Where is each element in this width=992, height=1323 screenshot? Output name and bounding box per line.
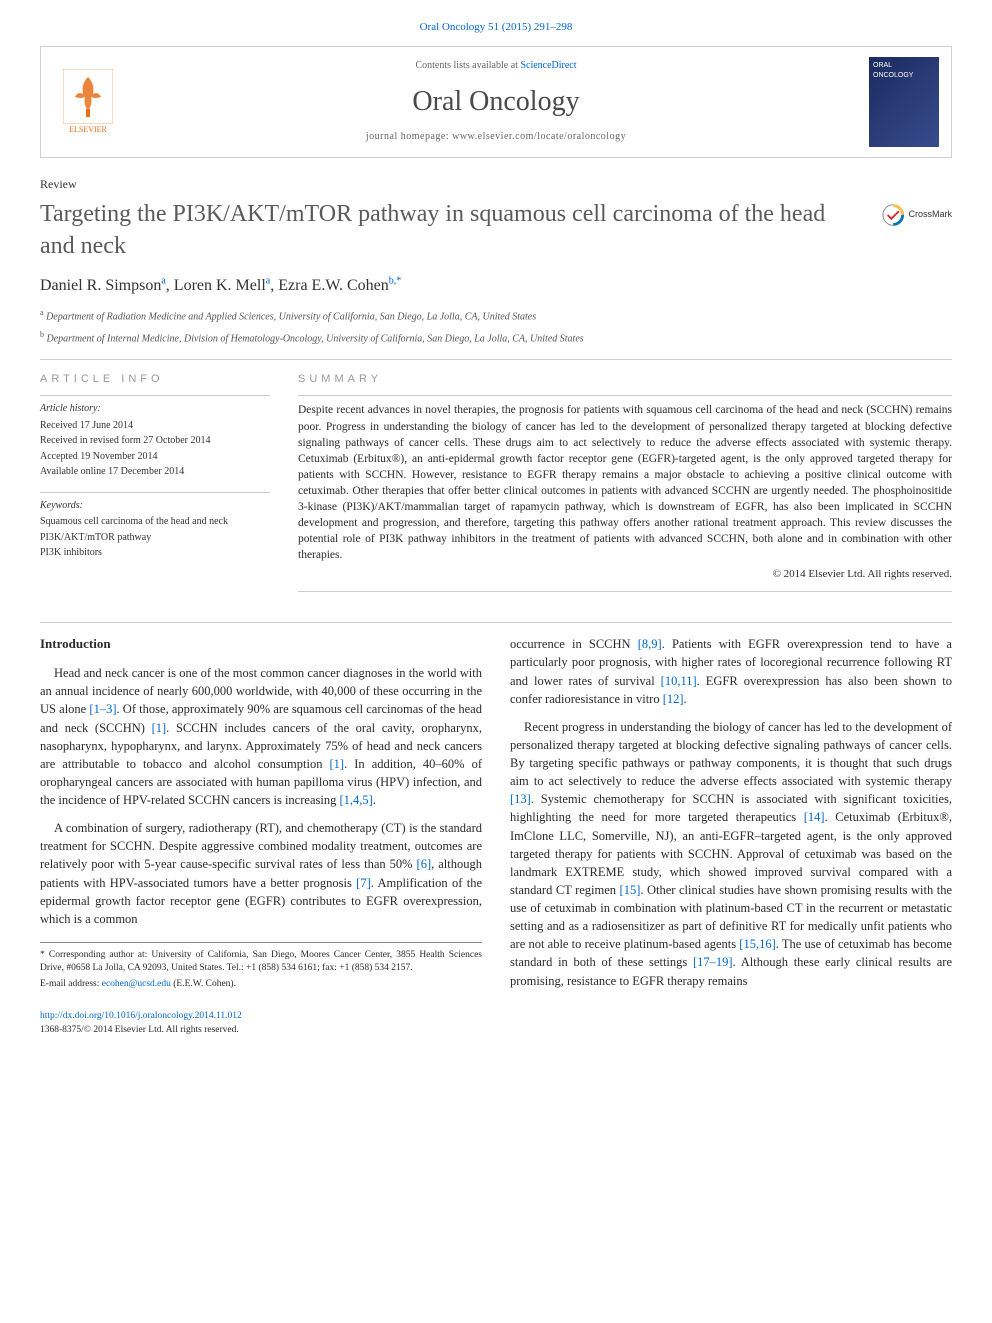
history-block: Article history: Received 17 June 2014 R… — [40, 402, 270, 480]
corresponding-footnote: * Corresponding author at: University of… — [40, 949, 482, 975]
body-paragraph: occurrence in SCCHN [8,9]. Patients with… — [510, 635, 952, 708]
ref-link[interactable]: [15,16] — [739, 937, 775, 951]
elsevier-logo[interactable]: ELSEVIER — [53, 62, 123, 142]
summary-heading: SUMMARY — [298, 372, 952, 388]
elsevier-tree-icon — [63, 69, 113, 124]
journal-header: ELSEVIER Contents lists available at Sci… — [40, 46, 952, 158]
body-text: Recent progress in understanding the bio… — [510, 720, 952, 788]
homepage-line: journal homepage: www.elsevier.com/locat… — [135, 130, 857, 145]
author-1-aff: a — [161, 275, 165, 286]
author-2: Loren K. Mell — [174, 277, 266, 294]
article-title: Targeting the PI3K/AKT/mTOR pathway in s… — [40, 199, 952, 261]
journal-cover[interactable]: ORAL ONCOLOGY — [869, 57, 939, 147]
crossmark-badge[interactable]: CrossMark — [882, 203, 952, 227]
ref-link[interactable]: [13] — [510, 792, 531, 806]
ref-link[interactable]: [10,11] — [661, 674, 697, 688]
footnotes: * Corresponding author at: University of… — [40, 942, 482, 990]
ref-link[interactable]: [12] — [663, 692, 684, 706]
top-citation-link[interactable]: Oral Oncology 51 (2015) 291–298 — [420, 21, 573, 33]
ref-link[interactable]: [1] — [152, 721, 167, 735]
email-label: E-mail address: — [40, 979, 102, 989]
ref-link[interactable]: [7] — [356, 876, 371, 890]
email-footnote: E-mail address: ecohen@ucsd.edu (E.E.W. … — [40, 978, 482, 991]
online-line: Available online 17 December 2014 — [40, 465, 270, 480]
doi-link[interactable]: http://dx.doi.org/10.1016/j.oraloncology… — [40, 1011, 242, 1021]
divider — [40, 359, 952, 360]
info-heading: ARTICLE INFO — [40, 372, 270, 388]
title-text: Targeting the PI3K/AKT/mTOR pathway in s… — [40, 201, 825, 258]
keywords-label: Keywords: — [40, 499, 270, 514]
ref-link[interactable]: [6] — [417, 857, 432, 871]
contents-prefix: Contents lists available at — [415, 60, 520, 71]
cover-title-1: ORAL — [873, 61, 935, 71]
crossmark-label: CrossMark — [908, 209, 952, 221]
article-info-col: ARTICLE INFO Article history: Received 1… — [40, 372, 270, 599]
body-text: occurrence in SCCHN — [510, 637, 638, 651]
ref-link[interactable]: [14] — [804, 810, 825, 824]
journal-name: Oral Oncology — [135, 82, 857, 123]
keyword-1: Squamous cell carcinoma of the head and … — [40, 515, 270, 530]
homepage-prefix: journal homepage: — [366, 131, 452, 142]
divider — [298, 395, 952, 396]
keyword-2: PI3K/AKT/mTOR pathway — [40, 531, 270, 546]
divider — [298, 591, 952, 592]
summary-text: Despite recent advances in novel therapi… — [298, 402, 952, 563]
email-suffix: (E.E.W. Cohen). — [171, 979, 236, 989]
aff-b-text: Department of Internal Medicine, Divisio… — [47, 333, 584, 344]
info-abstract-block: ARTICLE INFO Article history: Received 1… — [40, 372, 952, 599]
aff-a-text: Department of Radiation Medicine and App… — [46, 311, 536, 322]
affiliation-a: a Department of Radiation Medicine and A… — [40, 307, 952, 325]
author-2-aff: a — [266, 275, 270, 286]
accepted-line: Accepted 19 November 2014 — [40, 450, 270, 465]
cover-title-2: ONCOLOGY — [873, 71, 935, 81]
keyword-3: PI3K inhibitors — [40, 546, 270, 561]
issn-copyright: 1368-8375/© 2014 Elsevier Ltd. All right… — [40, 1025, 239, 1035]
header-center: Contents lists available at ScienceDirec… — [135, 59, 857, 145]
article-type: Review — [40, 176, 952, 193]
body-left-col: Introduction Head and neck cancer is one… — [40, 635, 482, 999]
keywords-block: Keywords: Squamous cell carcinoma of the… — [40, 499, 270, 561]
revised-line: Received in revised form 27 October 2014 — [40, 434, 270, 449]
body-paragraph: Head and neck cancer is one of the most … — [40, 664, 482, 809]
authors: Daniel R. Simpsona, Loren K. Mella, Ezra… — [40, 274, 952, 297]
divider — [40, 622, 952, 623]
body-text: . — [684, 692, 687, 706]
introduction-heading: Introduction — [40, 635, 482, 654]
contents-line: Contents lists available at ScienceDirec… — [135, 59, 857, 74]
divider — [40, 492, 270, 493]
history-label: Article history: — [40, 402, 270, 417]
author-1: Daniel R. Simpson — [40, 277, 161, 294]
summary-col: SUMMARY Despite recent advances in novel… — [298, 372, 952, 599]
affiliation-b: b Department of Internal Medicine, Divis… — [40, 329, 952, 347]
ref-link[interactable]: [1,4,5] — [339, 793, 372, 807]
author-3-corr[interactable]: * — [396, 275, 401, 286]
ref-link[interactable]: [1] — [330, 757, 345, 771]
doi-block: http://dx.doi.org/10.1016/j.oraloncology… — [40, 1010, 952, 1038]
top-citation: Oral Oncology 51 (2015) 291–298 — [40, 20, 952, 36]
body-paragraph: Recent progress in understanding the bio… — [510, 718, 952, 990]
elsevier-label: ELSEVIER — [69, 124, 107, 136]
ref-link[interactable]: [15] — [620, 883, 641, 897]
sciencedirect-link[interactable]: ScienceDirect — [520, 60, 576, 71]
email-link[interactable]: ecohen@ucsd.edu — [102, 979, 171, 989]
received-line: Received 17 June 2014 — [40, 419, 270, 434]
body-right-col: occurrence in SCCHN [8,9]. Patients with… — [510, 635, 952, 999]
crossmark-icon — [882, 203, 904, 227]
ref-link[interactable]: [1–3] — [89, 702, 116, 716]
ref-link[interactable]: [17–19] — [693, 955, 733, 969]
author-3: Ezra E.W. Cohen — [278, 277, 388, 294]
body-text: . — [373, 793, 376, 807]
body-paragraph: A combination of surgery, radiotherapy (… — [40, 819, 482, 928]
body-columns: Introduction Head and neck cancer is one… — [40, 635, 952, 999]
ref-link[interactable]: [8,9] — [638, 637, 662, 651]
homepage-url[interactable]: www.elsevier.com/locate/oraloncology — [452, 131, 626, 142]
divider — [40, 395, 270, 396]
copyright: © 2014 Elsevier Ltd. All rights reserved… — [298, 567, 952, 583]
